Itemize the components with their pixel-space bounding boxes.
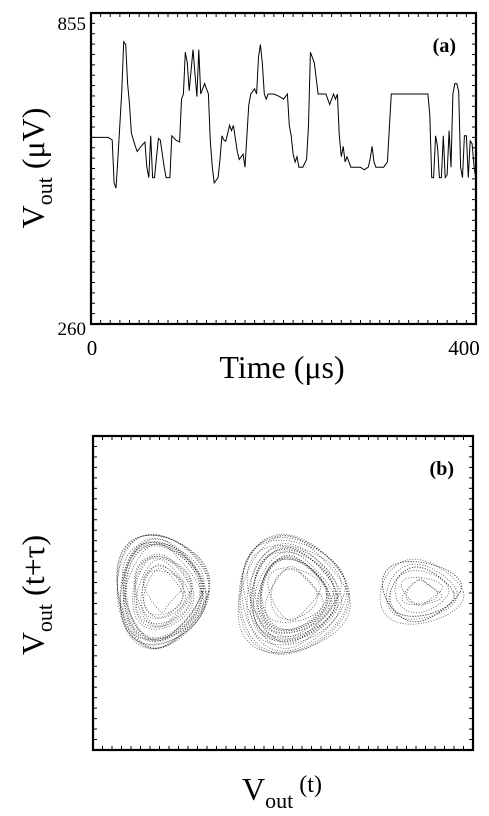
phase-orbit xyxy=(116,534,210,650)
phase-orbit xyxy=(239,535,349,654)
phase-orbit xyxy=(405,579,439,604)
phase-orbit xyxy=(135,559,191,625)
panel-b-ylabel-sub: out xyxy=(32,604,57,632)
phase-orbit xyxy=(394,570,450,614)
phase-orbit xyxy=(237,535,351,654)
panel-b-minor-ticks xyxy=(93,436,473,750)
panel-a-xtick-right: 400 xyxy=(448,336,480,360)
phase-orbit xyxy=(124,543,202,640)
phase-orbit xyxy=(251,548,337,641)
panel-b-xlabel: Vout (t) xyxy=(242,771,322,813)
phase-orbit xyxy=(122,542,205,642)
panel-b-xlabel-sub: out xyxy=(265,788,293,813)
panel-a-ytick-bottom: 260 xyxy=(58,319,87,340)
phase-orbit xyxy=(116,535,211,649)
phase-orbit xyxy=(238,533,350,655)
panel-b-xlabel-main: V xyxy=(242,771,265,807)
panel-b-ylabel-arg: (t+τ) xyxy=(15,535,51,596)
phase-orbit xyxy=(143,568,184,616)
panel-b-xlabel-arg: (t) xyxy=(299,772,322,798)
phase-orbit xyxy=(259,557,329,632)
panel-b: (b) Vout (t) Vout (t+τ) xyxy=(15,434,475,813)
phase-orbit xyxy=(267,567,321,622)
phase-orbit xyxy=(388,566,455,617)
panel-a-series-line xyxy=(91,40,477,189)
phase-orbit xyxy=(400,577,443,607)
phase-orbit xyxy=(135,557,192,626)
phase-orbit xyxy=(242,539,346,649)
panel-a-ylabel-unit: (μV) xyxy=(15,108,51,170)
panel-b-ylabel: Vout (t+τ) xyxy=(15,535,57,655)
phase-orbit xyxy=(386,563,458,620)
phase-orbit xyxy=(382,561,462,623)
phase-orbit xyxy=(143,570,184,613)
phase-orbit xyxy=(126,545,201,638)
phase-orbit xyxy=(124,543,202,640)
panel-a-ylabel: Vout (μV) xyxy=(15,108,57,229)
panel-b-frame xyxy=(91,434,475,752)
phase-orbit xyxy=(264,565,324,623)
phase-orbit xyxy=(123,542,204,642)
phase-orbit xyxy=(142,565,185,618)
phase-orbit xyxy=(256,555,332,634)
phase-orbit xyxy=(261,558,328,631)
panel-b-label: (b) xyxy=(430,458,454,480)
phase-orbit xyxy=(117,534,210,649)
phase-orbit xyxy=(119,537,207,646)
phase-orbit xyxy=(250,546,339,643)
panel-b-phase-points xyxy=(116,533,465,655)
panel-a-ylabel-main: V xyxy=(15,205,51,228)
panel-a-minor-ticks xyxy=(91,13,476,324)
phase-orbit xyxy=(389,566,455,617)
panel-a: (a) 855 260 0 400 Time (μs) Vout (μV) xyxy=(15,11,480,385)
panel-a-ytick-top: 855 xyxy=(58,14,87,35)
phase-orbit xyxy=(132,553,195,630)
phase-orbit xyxy=(379,558,465,625)
phase-orbit xyxy=(140,564,186,619)
phase-orbit xyxy=(122,541,204,643)
panel-a-label: (a) xyxy=(433,35,456,57)
panel-a-xlabel: Time (μs) xyxy=(219,349,344,385)
panel-b-ylabel-main: V xyxy=(15,632,51,655)
phase-orbit xyxy=(116,534,210,649)
panel-a-ylabel-sub: out xyxy=(32,177,57,205)
phase-orbit xyxy=(270,568,318,620)
phase-orbit xyxy=(261,558,328,630)
panel-a-xtick-left: 0 xyxy=(87,336,98,360)
phase-orbit xyxy=(381,561,462,623)
phase-orbit xyxy=(401,578,443,606)
phase-orbit xyxy=(241,537,348,652)
phase-orbit xyxy=(134,555,193,628)
phase-orbit xyxy=(120,538,207,645)
